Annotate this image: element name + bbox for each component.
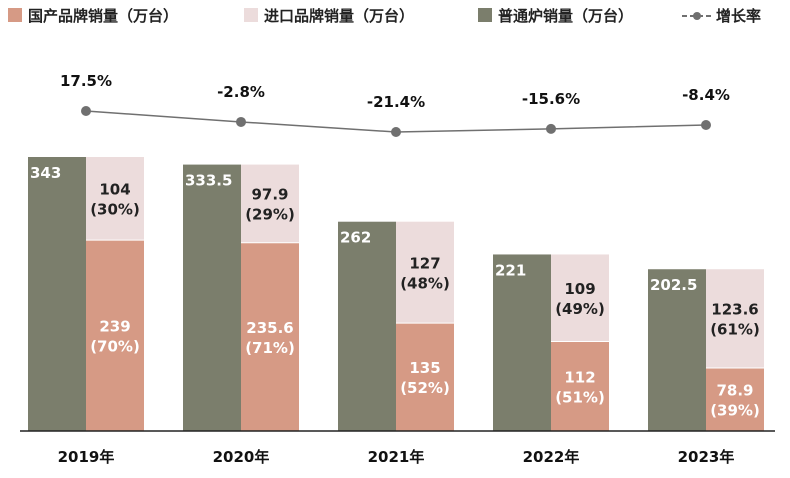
bar-total-value-label: 202.5 bbox=[650, 276, 697, 294]
legend-label-domestic: 国产品牌销量（万台） bbox=[28, 7, 178, 25]
growth-rate-label: -8.4% bbox=[682, 86, 730, 104]
growth-rate-label: -15.6% bbox=[522, 90, 580, 108]
growth-rate-label: -2.8% bbox=[217, 83, 265, 101]
bar-domestic bbox=[706, 367, 764, 431]
bar-import bbox=[396, 221, 454, 324]
bar-domestic-value-label: 235.6 bbox=[246, 319, 293, 337]
bar-import-value-label: 109 bbox=[564, 280, 595, 298]
x-tick-label: 2019年 bbox=[58, 448, 115, 466]
growth-point bbox=[391, 127, 401, 137]
x-ticks: 2019年 2020年 2021年 2022年 2023年 bbox=[58, 448, 735, 466]
bar-total-value-label: 343 bbox=[30, 164, 61, 182]
legend: 国产品牌销量（万台） 进口品牌销量（万台） 普通炉销量（万台） 增长率 bbox=[8, 7, 761, 25]
legend-item-growth: 增长率 bbox=[682, 7, 761, 25]
legend-item-domestic: 国产品牌销量（万台） bbox=[8, 7, 178, 25]
growth-rate-label: -21.4% bbox=[367, 93, 425, 111]
bar-import bbox=[86, 157, 144, 241]
bar-total-value-label: 333.5 bbox=[185, 172, 232, 190]
legend-marker-growth bbox=[693, 12, 701, 20]
bar-domestic-share-label: (39%) bbox=[710, 401, 760, 419]
bars: 343 104 (30%) 239 (70%) 333.5 97.9 (29%) 235.6 (7… bbox=[28, 157, 764, 431]
bar-total-value-label: 221 bbox=[495, 261, 526, 279]
legend-item-total: 普通炉销量（万台） bbox=[478, 7, 633, 25]
bar-import bbox=[551, 254, 609, 342]
legend-label-total: 普通炉销量（万台） bbox=[498, 7, 633, 25]
bar-total bbox=[338, 221, 396, 431]
growth-point bbox=[81, 106, 91, 116]
bar-import-value-label: 127 bbox=[409, 254, 440, 272]
legend-swatch-total bbox=[478, 8, 492, 22]
legend-item-import: 进口品牌销量（万台） bbox=[244, 7, 414, 25]
bar-import-share-label: (49%) bbox=[555, 300, 605, 318]
growth-point bbox=[546, 123, 556, 134]
x-tick-label: 2022年 bbox=[523, 448, 580, 466]
bar-domestic-share-label: (52%) bbox=[400, 379, 450, 397]
bar-total bbox=[648, 269, 706, 431]
bar-import bbox=[241, 164, 299, 243]
bar-total-value-label: 262 bbox=[340, 229, 371, 247]
bar-import-share-label: (30%) bbox=[90, 201, 140, 219]
bar-import bbox=[706, 269, 764, 368]
bar-import-value-label: 97.9 bbox=[251, 186, 288, 204]
bar-import-value-label: 123.6 bbox=[711, 301, 758, 319]
bar-total bbox=[493, 254, 551, 431]
x-tick-label: 2021年 bbox=[368, 448, 425, 466]
bar-import-share-label: (48%) bbox=[400, 274, 450, 292]
bar-import-value-label: 104 bbox=[99, 181, 130, 199]
bar-domestic-value-label: 239 bbox=[99, 318, 130, 336]
bar-total bbox=[183, 164, 241, 431]
legend-swatch-import bbox=[244, 8, 258, 22]
bar-domestic-share-label: (51%) bbox=[555, 388, 605, 406]
bar-domestic bbox=[241, 242, 299, 431]
growth-point bbox=[236, 116, 246, 127]
bar-domestic-share-label: (70%) bbox=[90, 338, 140, 356]
bar-domestic-value-label: 112 bbox=[564, 368, 595, 386]
legend-swatch-domestic bbox=[8, 8, 22, 22]
bar-domestic-value-label: 78.9 bbox=[716, 381, 753, 399]
growth-line-group: 17.5% -2.8% -21.4% -15.6% -8.4% bbox=[60, 72, 730, 137]
bar-domestic-share-label: (71%) bbox=[245, 339, 295, 357]
bar-import-share-label: (61%) bbox=[710, 321, 760, 339]
bar-import-share-label: (29%) bbox=[245, 206, 295, 224]
bar-domestic-value-label: 135 bbox=[409, 359, 440, 377]
growth-point bbox=[701, 119, 711, 130]
bar-domestic bbox=[551, 341, 609, 431]
legend-label-import: 进口品牌销量（万台） bbox=[264, 7, 414, 25]
x-tick-label: 2020年 bbox=[213, 448, 270, 466]
bar-domestic bbox=[86, 240, 144, 431]
x-tick-label: 2023年 bbox=[678, 448, 735, 466]
legend-label-growth: 增长率 bbox=[716, 7, 761, 25]
bar-total bbox=[28, 157, 86, 431]
bar-domestic bbox=[396, 323, 454, 431]
growth-rate-label: 17.5% bbox=[60, 72, 112, 90]
